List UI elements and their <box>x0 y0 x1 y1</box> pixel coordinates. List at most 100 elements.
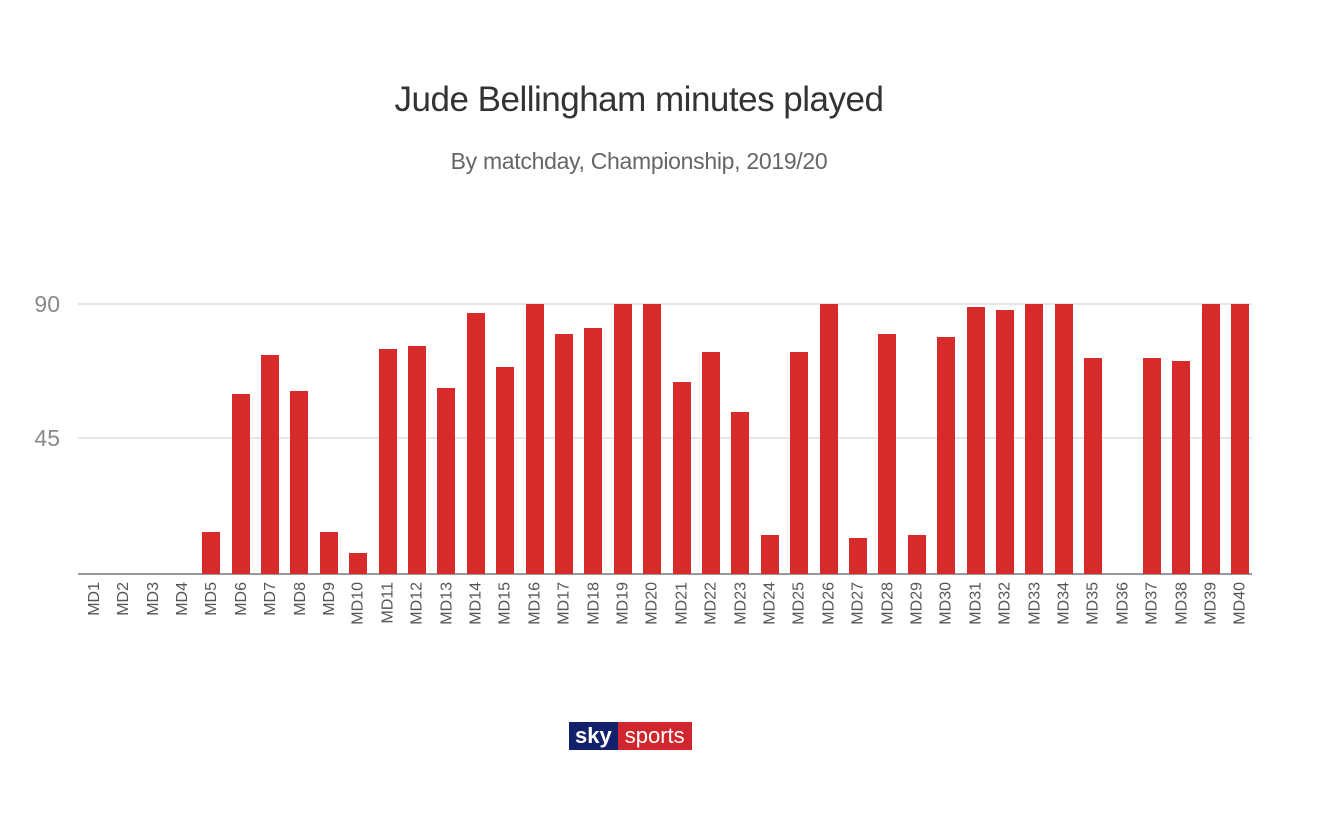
x-tick-label: MD6 <box>231 582 251 652</box>
logo-sky: sky <box>569 722 618 750</box>
x-tick-label: MD14 <box>466 582 486 652</box>
x-tick-text: MD18 <box>585 582 603 625</box>
x-tick-text: MD19 <box>614 582 632 625</box>
x-tick-label: MD18 <box>583 582 603 652</box>
x-tick-label: MD27 <box>848 582 868 652</box>
bar <box>907 535 926 574</box>
x-tick-text: MD14 <box>467 582 485 625</box>
x-tick-text: MD36 <box>1114 582 1132 625</box>
x-tick-label: MD19 <box>613 582 633 652</box>
bar <box>584 328 603 574</box>
x-tick-text: MD16 <box>526 582 544 625</box>
bar <box>525 304 544 574</box>
x-tick-label: MD23 <box>730 582 750 652</box>
x-tick-label: MD12 <box>407 582 427 652</box>
x-tick-label: MD26 <box>819 582 839 652</box>
bar <box>466 313 485 574</box>
bar <box>848 538 867 574</box>
x-tick-label: MD34 <box>1054 582 1074 652</box>
x-tick-text: MD40 <box>1232 582 1250 625</box>
x-tick-text: MD24 <box>761 582 779 625</box>
x-tick-text: MD33 <box>1026 582 1044 625</box>
y-tick-90: 90 <box>34 291 60 317</box>
bar <box>1172 361 1191 574</box>
x-tick-label: MD17 <box>554 582 574 652</box>
x-tick-label: MD21 <box>672 582 692 652</box>
x-tick-label: MD38 <box>1171 582 1191 652</box>
bar <box>613 304 632 574</box>
x-tick-text: MD10 <box>350 582 368 625</box>
x-tick-text: MD7 <box>261 582 279 616</box>
x-tick-text: MD26 <box>820 582 838 625</box>
x-tick-label: MD22 <box>701 582 721 652</box>
x-tick-label: MD39 <box>1201 582 1221 652</box>
x-tick-text: MD6 <box>232 582 250 616</box>
x-tick-label: MD13 <box>436 582 456 652</box>
x-tick-text: MD34 <box>1055 582 1073 625</box>
x-tick-label: MD20 <box>642 582 662 652</box>
bar <box>878 334 897 574</box>
bar <box>731 412 750 574</box>
bar <box>496 367 515 574</box>
x-tick-label: MD11 <box>378 582 398 652</box>
x-tick-text: MD5 <box>203 582 221 616</box>
bar <box>1025 304 1044 574</box>
bar <box>349 553 368 574</box>
x-tick-label: MD29 <box>907 582 927 652</box>
x-tick-text: MD17 <box>555 582 573 625</box>
x-tick-label: MD16 <box>525 582 545 652</box>
bar <box>995 310 1014 574</box>
bar <box>1142 358 1161 574</box>
x-tick-label: MD31 <box>966 582 986 652</box>
x-tick-label: MD28 <box>877 582 897 652</box>
bar <box>701 352 720 574</box>
bar <box>1084 358 1103 574</box>
x-tick-label: MD4 <box>172 582 192 652</box>
x-tick-label: MD24 <box>760 582 780 652</box>
x-tick-label: MD25 <box>789 582 809 652</box>
x-tick-text: MD8 <box>291 582 309 616</box>
bar <box>260 355 279 574</box>
x-tick-text: MD1 <box>85 582 103 616</box>
x-tick-text: MD29 <box>908 582 926 625</box>
x-tick-label: MD7 <box>260 582 280 652</box>
bar <box>1201 304 1220 574</box>
bar <box>437 388 456 574</box>
x-tick-label: MD37 <box>1142 582 1162 652</box>
bar <box>819 304 838 574</box>
bar <box>202 532 221 574</box>
x-tick-label: MD33 <box>1024 582 1044 652</box>
x-tick-text: MD9 <box>320 582 338 616</box>
bar <box>790 352 809 574</box>
x-tick-label: MD3 <box>142 582 162 652</box>
y-tick-45: 45 <box>34 425 60 451</box>
x-tick-text: MD35 <box>1085 582 1103 625</box>
x-tick-label: MD2 <box>113 582 133 652</box>
bar <box>1054 304 1073 574</box>
x-tick-label: MD30 <box>936 582 956 652</box>
x-tick-text: MD11 <box>379 582 397 624</box>
chart-title: Jude Bellingham minutes played <box>394 80 884 119</box>
x-tick-text: MD38 <box>1173 582 1191 625</box>
x-axis <box>78 573 1252 575</box>
x-tick-label: MD5 <box>201 582 221 652</box>
x-tick-text: MD20 <box>644 582 662 625</box>
x-tick-text: MD25 <box>791 582 809 625</box>
x-tick-label: MD32 <box>995 582 1015 652</box>
x-tick-text: MD39 <box>1202 582 1220 625</box>
x-tick-text: MD4 <box>173 582 191 616</box>
x-tick-text: MD31 <box>967 582 985 625</box>
x-tick-label: MD9 <box>319 582 339 652</box>
bar <box>231 394 250 574</box>
bar <box>966 307 985 574</box>
bar <box>760 535 779 574</box>
x-tick-label: MD15 <box>495 582 515 652</box>
x-tick-label: MD40 <box>1230 582 1250 652</box>
x-tick-text: MD30 <box>938 582 956 625</box>
x-tick-text: MD32 <box>996 582 1014 625</box>
gridline-45 <box>78 437 1252 439</box>
x-tick-label: MD35 <box>1083 582 1103 652</box>
x-tick-label: MD36 <box>1113 582 1133 652</box>
bar <box>378 349 397 574</box>
